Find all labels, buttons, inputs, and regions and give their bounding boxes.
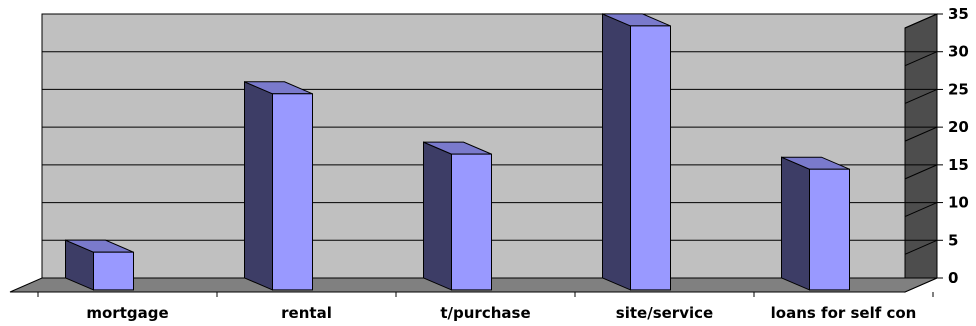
gridline-side: [904, 51, 938, 67]
x-category-label: loans for self con: [771, 304, 917, 322]
gridline-side: [904, 88, 938, 104]
y-tick-label: 30: [948, 43, 969, 61]
gridline-side: [904, 13, 938, 29]
chart-side-wall: [904, 13, 938, 293]
y-tick-label: 15: [948, 156, 969, 174]
y-tick-label: 5: [948, 231, 958, 249]
bar-side-face: [781, 156, 810, 291]
gridline-side: [904, 239, 938, 255]
bar-side-face: [244, 81, 273, 291]
y-tick-label: 0: [948, 269, 958, 287]
bar: [451, 153, 492, 291]
x-category-label: rental: [281, 304, 332, 322]
bar-side-face: [423, 141, 452, 291]
y-tick-label: 10: [948, 194, 969, 212]
gridline-side: [904, 126, 938, 142]
bar: [93, 251, 134, 291]
gridline-side: [904, 202, 938, 218]
bar: [272, 93, 313, 291]
x-category-label: mortgage: [86, 304, 168, 322]
x-category-label: site/service: [616, 304, 713, 322]
x-category-label: t/purchase: [440, 304, 530, 322]
bar: [809, 168, 850, 291]
y-tick-label: 25: [948, 80, 969, 98]
y-tick-label: 20: [948, 118, 969, 136]
gridline-side: [904, 164, 938, 180]
bar-side-face: [602, 13, 631, 291]
bar: [630, 25, 671, 291]
y-tick-label: 35: [948, 5, 969, 23]
